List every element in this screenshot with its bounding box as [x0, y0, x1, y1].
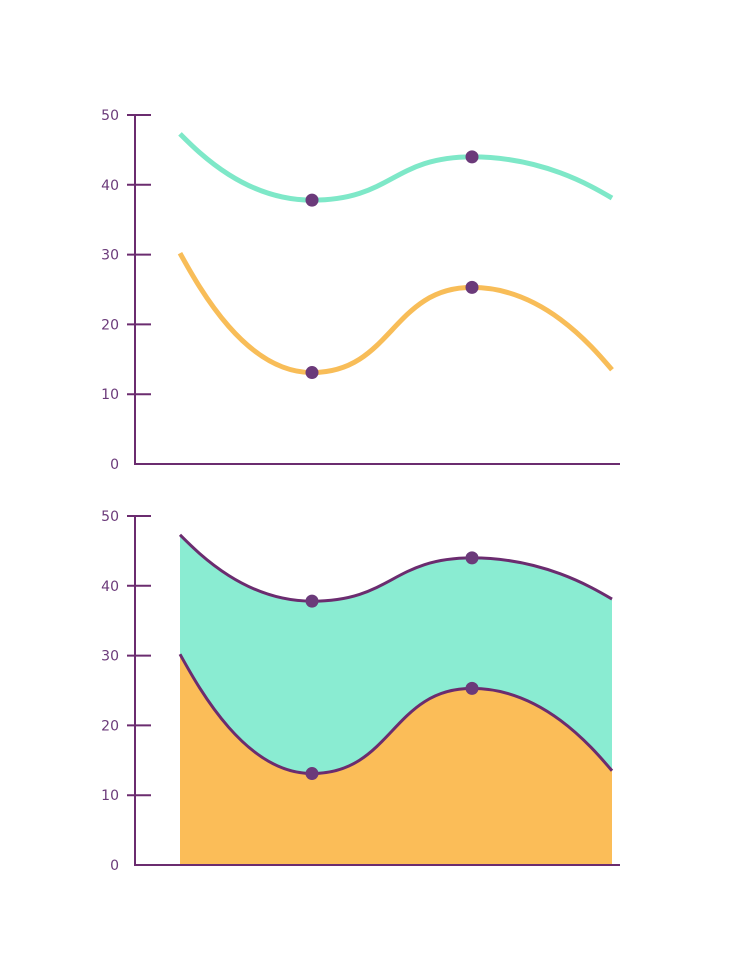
area-chart: 0 10 20 30 40 50 [101, 509, 620, 874]
data-point-marker [465, 551, 479, 565]
line-chart: 0 10 20 30 40 50 [101, 108, 620, 473]
y-tick-label: 10 [101, 788, 119, 804]
data-point-marker [465, 150, 479, 164]
series-line-0 [178, 132, 614, 203]
series-line-1 [177, 251, 614, 376]
y-tick-label: 20 [101, 718, 119, 734]
data-point-marker [465, 681, 479, 695]
y-tick-label: 30 [101, 248, 119, 264]
area-band-upper [180, 534, 612, 774]
data-point-marker [305, 594, 319, 608]
y-tick-label: 20 [101, 317, 119, 333]
y-tick-label: 10 [101, 387, 119, 403]
y-tick-label: 40 [101, 579, 119, 595]
area-band-lower [180, 654, 612, 865]
y-tick-label: 50 [101, 108, 119, 124]
y-tick-label: 40 [101, 178, 119, 194]
y-tick-label: 50 [101, 509, 119, 525]
y-tick-label: 0 [110, 858, 119, 874]
y-tick-label: 30 [101, 649, 119, 665]
data-point-marker [465, 280, 479, 294]
data-point-marker [305, 366, 319, 380]
area-outline-0 [178, 653, 614, 776]
area-outline-1 [178, 533, 613, 603]
y-tick-label: 0 [110, 457, 119, 473]
data-point-marker [305, 193, 319, 207]
data-point-marker [305, 767, 319, 781]
